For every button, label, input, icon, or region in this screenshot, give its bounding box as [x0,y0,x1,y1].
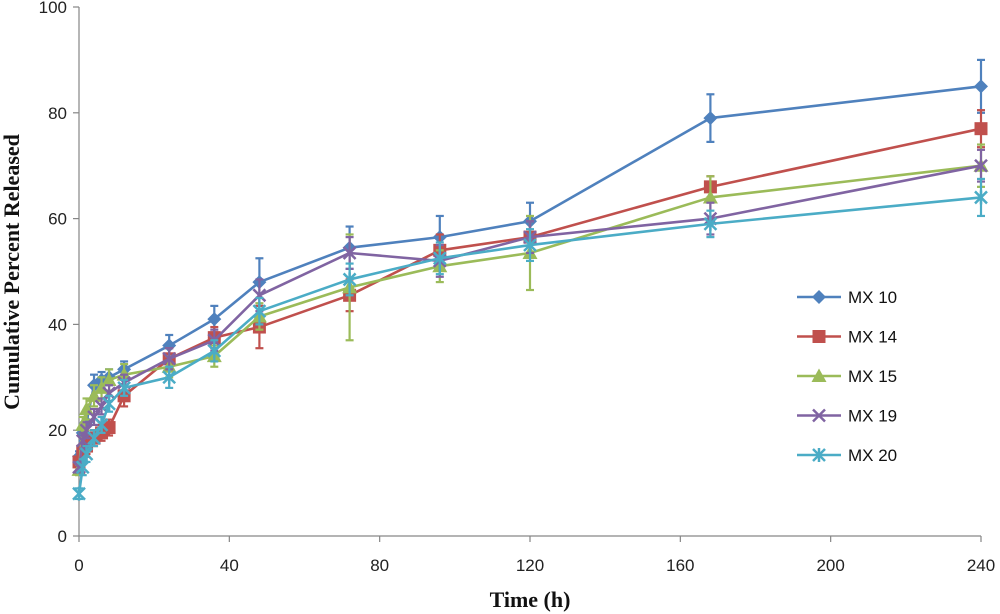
x-tick-label: 0 [74,556,83,575]
legend-label: MX 20 [848,446,897,465]
legend-marker [811,368,827,382]
legend-marker [812,448,826,462]
legend: MX 10 MX 14 MX 15 MX 19 MX 20 [797,288,897,465]
data-point [703,111,718,126]
data-point [974,190,988,205]
data-point [75,460,90,475]
data-point [702,189,718,204]
legend-marker-stroke [812,408,826,423]
data-point [207,312,222,327]
legend-label: MX 15 [848,367,897,386]
data-point-stroke [94,399,109,414]
legend-item-mx-15: MX 15 [797,367,897,386]
data-point-stroke [974,158,988,173]
series-mx-20 [72,177,988,501]
data-point [252,288,267,303]
data-point [102,386,116,401]
data-point [207,343,222,358]
legend-marker [812,408,826,423]
y-tick-label: 40 [48,315,67,334]
legend-marker [812,290,826,304]
data-point [252,304,267,319]
y-tick-label: 80 [48,104,67,123]
data-point-stroke [79,423,94,438]
x-tick-label: 200 [816,556,844,575]
legend-label: MX 19 [848,407,897,426]
y-tick-label: 100 [39,0,67,17]
ticks: 0 20 40 60 80 100 0 40 80 120 160 200 240 [39,0,996,575]
data-point [72,486,86,501]
data-point-stroke [102,386,116,401]
data-point [101,372,117,386]
y-tick-label: 20 [48,421,67,440]
y-tick-label: 60 [48,210,67,229]
x-tick-label: 160 [666,556,694,575]
data-point-stroke [75,433,90,448]
data-point [75,433,90,448]
data-point [102,396,116,411]
data-point [162,370,177,385]
x-tick-label: 240 [967,556,995,575]
x-tick-label: 120 [516,556,544,575]
data-point [974,122,988,136]
x-tick-label: 80 [370,556,389,575]
data-point-stroke [342,246,357,260]
data-point [703,216,718,231]
data-point [523,238,537,253]
y-tick-label: 0 [58,527,67,546]
data-point [342,246,357,260]
data-point-stroke [252,288,267,303]
legend-item-mx-14: MX 14 [797,328,897,347]
series-layer [71,58,989,501]
data-point [87,431,101,446]
x-tick-label: 40 [220,556,239,575]
series-line [77,127,982,463]
data-point [432,251,447,266]
legend-item-mx-20: MX 20 [797,446,897,465]
data-point-stroke [87,410,101,424]
legend-item-mx-19: MX 19 [797,407,897,426]
data-point [79,447,94,462]
legend-marker [812,330,826,343]
legend-label: MX 10 [848,288,897,307]
series-mx-15 [71,143,989,477]
legend-label: MX 14 [848,328,897,347]
data-point [974,158,988,173]
data-point [117,380,131,395]
legend-item-mx-10: MX 10 [797,288,897,307]
data-point-stroke [162,351,177,366]
data-point [94,417,109,432]
data-point [162,351,177,366]
y-axis-title: Cumulative Percent Released [0,134,24,410]
data-point [342,272,357,287]
x-axis-title: Time (h) [490,587,571,612]
data-point [974,79,988,94]
